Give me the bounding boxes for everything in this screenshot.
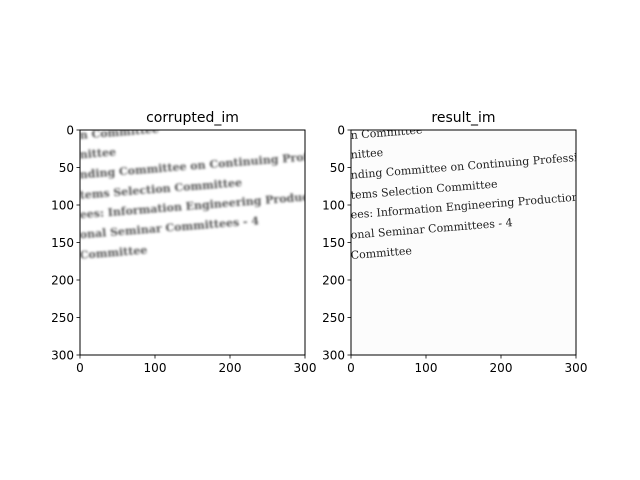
y-tick-label: 50: [59, 161, 74, 175]
image-text-line: Committee: [79, 244, 148, 262]
image-text-line: nittee: [79, 146, 116, 162]
x-tick-label: 0: [76, 361, 84, 375]
image-text-line: Committee: [350, 244, 412, 262]
y-tick-label: 0: [66, 124, 74, 138]
image-text-line: n Committee: [79, 123, 159, 142]
x-tick-label: 300: [294, 361, 317, 375]
x-tick-label: 100: [144, 361, 167, 375]
x-tick-label: 200: [490, 361, 513, 375]
image-area: [351, 130, 576, 355]
y-tick-label: 100: [322, 199, 345, 213]
image-area: [80, 130, 305, 355]
y-tick-label: 50: [330, 161, 345, 175]
y-tick-label: 200: [51, 274, 74, 288]
y-tick-label: 0: [337, 124, 345, 138]
image-text-line: nittee: [350, 146, 383, 162]
y-tick-label: 150: [51, 236, 74, 250]
panel-title: corrupted_im: [146, 110, 239, 126]
y-tick-label: 150: [322, 236, 345, 250]
y-tick-label: 300: [51, 349, 74, 363]
image-text-line: n Committee: [350, 123, 423, 142]
y-tick-label: 250: [322, 311, 345, 325]
y-tick-label: 250: [51, 311, 74, 325]
y-tick-label: 100: [51, 199, 74, 213]
y-tick-label: 300: [322, 349, 345, 363]
x-tick-label: 300: [565, 361, 588, 375]
x-tick-label: 100: [415, 361, 438, 375]
y-tick-label: 200: [322, 274, 345, 288]
x-tick-label: 200: [219, 361, 242, 375]
x-tick-label: 0: [347, 361, 355, 375]
panel-title: result_im: [431, 110, 495, 126]
